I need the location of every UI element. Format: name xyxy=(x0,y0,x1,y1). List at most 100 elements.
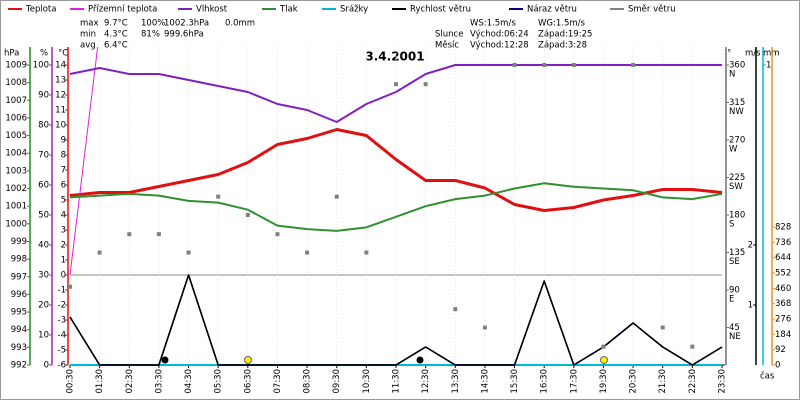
astro-markers xyxy=(161,356,608,364)
y-tick-label: -4 xyxy=(58,331,66,341)
direction-point xyxy=(423,82,428,87)
direction-point xyxy=(68,284,72,289)
sun-marker xyxy=(600,356,608,364)
y-tick-label: 276 xyxy=(775,315,791,325)
y-tick-label: 6 xyxy=(61,181,66,191)
y-tick-label: 0 xyxy=(775,361,780,371)
y-tick-label: 1 xyxy=(748,301,753,311)
axis-title: % xyxy=(40,49,48,59)
series-line xyxy=(69,182,723,232)
y-tick-label: 2 xyxy=(748,241,753,251)
y-tick-label: 460 xyxy=(775,284,791,294)
moon-marker xyxy=(416,356,424,364)
x-axis-label: čas xyxy=(760,371,775,382)
legend-label: Tlak xyxy=(279,5,298,15)
direction-point xyxy=(512,63,517,67)
y-tick-label: 996 xyxy=(11,290,27,300)
y-tick-name: W xyxy=(729,145,738,155)
y-tick-label: 14 xyxy=(55,61,66,71)
direction-point xyxy=(453,307,458,312)
y-tick-name: E xyxy=(729,295,734,305)
y-tick-name: S xyxy=(729,220,734,230)
y-tick-label: -3 xyxy=(58,316,66,326)
legend-label: Srážky xyxy=(340,5,368,15)
y-tick-label: 4 xyxy=(61,211,66,221)
direction-point xyxy=(631,63,636,67)
y-tick-label: 80 xyxy=(38,121,49,131)
x-tick-label: 16:30 xyxy=(540,369,550,394)
moon-marker xyxy=(161,356,169,364)
y-tick-label: 1001 xyxy=(5,202,27,212)
sun-marker xyxy=(244,356,252,364)
legend-label: Směr větru xyxy=(628,5,676,15)
y-tick-label: 998 xyxy=(11,255,27,265)
info-text: Slunce xyxy=(435,30,463,40)
direction-point xyxy=(542,63,547,67)
y-tick-label: 0 xyxy=(44,361,49,371)
direction-point xyxy=(482,325,487,330)
direction-point xyxy=(571,63,576,67)
direction-point xyxy=(364,250,369,255)
x-tick-label: 05:30 xyxy=(214,369,224,394)
y-tick-label: 736 xyxy=(775,238,791,248)
y-tick-name: SW xyxy=(729,182,743,192)
direction-point xyxy=(305,250,310,255)
y-tick-label: 20 xyxy=(38,301,49,311)
stat-value: 0.0mm xyxy=(225,19,255,29)
info: WS:1.5m/s WG:1.5m/s Slunce Východ:06:24 … xyxy=(435,19,592,51)
x-tick-label: 09:30 xyxy=(332,369,342,394)
legend-label: Vlhkost xyxy=(196,5,228,15)
info-text: Západ:19:25 xyxy=(538,30,592,40)
x-tick-label: 14:30 xyxy=(480,369,490,394)
x-tick-label: 17:30 xyxy=(569,369,579,394)
y-tick-label: 1009 xyxy=(5,61,27,71)
x-tick-label: 12:30 xyxy=(421,369,431,394)
y-tick-label: 92 xyxy=(775,345,786,355)
legend-label: Přízemní teplota xyxy=(88,5,157,15)
y-tick-label: -1 xyxy=(58,286,66,296)
info-text: Východ:06:24 xyxy=(470,30,529,40)
x-tick-label: 19:30 xyxy=(599,369,609,394)
y-tick-label: 10 xyxy=(55,121,66,131)
y-tick-label: 50 xyxy=(38,211,49,221)
info-text: WS:1.5m/s xyxy=(470,19,516,29)
y-tick-label: 993 xyxy=(11,343,27,353)
plot: hPa1009100810071006100510041003100210011… xyxy=(4,5,791,394)
axis-title: m/s xyxy=(745,49,761,59)
y-tick-label: 1006 xyxy=(5,113,27,123)
y-tick-label: -5 xyxy=(58,346,66,356)
x-tick-label: 06:30 xyxy=(243,369,253,394)
y-tick-label: 1000 xyxy=(5,219,27,229)
y-tick-label: 997 xyxy=(11,272,27,282)
axis-title: °C xyxy=(58,49,68,59)
stat-value: 9.7°C xyxy=(104,19,128,29)
stat-label: min xyxy=(80,30,96,40)
stat-value: 4.3°C xyxy=(104,30,128,40)
x-tick-label: 00:30 xyxy=(66,369,76,394)
y-tick-label: 184 xyxy=(775,330,791,340)
y-tick-label: 360 xyxy=(729,61,745,71)
x-tick-label: 11:30 xyxy=(392,369,402,394)
y-tick-label: 13 xyxy=(55,76,66,86)
info-text: Měsíc xyxy=(435,41,459,51)
info-text: Západ:3:28 xyxy=(538,41,587,51)
y-tick-label: 1 xyxy=(766,61,771,71)
y-tick-label: 552 xyxy=(775,269,791,279)
direction-point xyxy=(601,344,606,349)
direction-point xyxy=(97,250,102,255)
direction-point xyxy=(660,325,665,330)
x-tick-label: 02:30 xyxy=(125,369,135,394)
y-tick-label: -6 xyxy=(58,361,66,371)
y-tick-label: 100 xyxy=(33,61,49,71)
x-tick-label: 10:30 xyxy=(362,369,372,394)
legend-label: Náraz větru xyxy=(527,5,577,15)
direction-point xyxy=(394,82,398,87)
direction-point xyxy=(186,250,191,255)
legend-label: Teplota xyxy=(25,5,56,15)
x-tick-label: 21:30 xyxy=(658,369,668,394)
series-line xyxy=(69,47,99,276)
y-tick-label: 994 xyxy=(11,325,27,335)
y-tick-label: 225 xyxy=(729,173,745,183)
stat-label: max xyxy=(80,19,99,29)
